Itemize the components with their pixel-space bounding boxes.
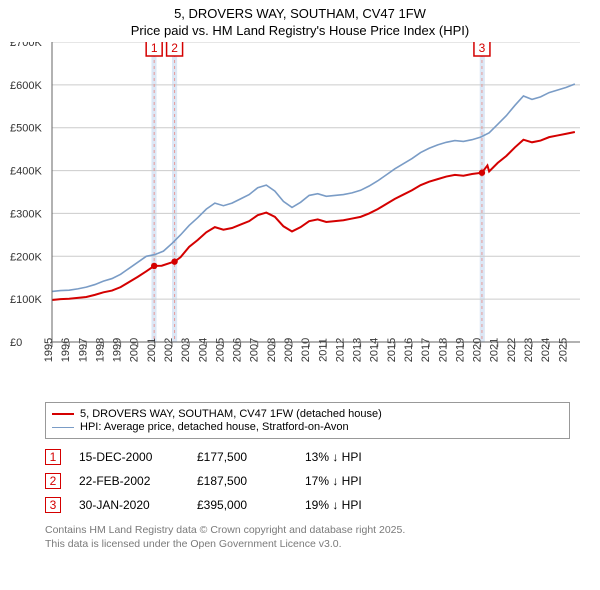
x-tick-label: 1995 [43,338,55,362]
x-tick-label: 2021 [489,338,501,362]
legend-row: HPI: Average price, detached house, Stra… [52,421,563,433]
x-tick-label: 1999 [112,338,124,362]
y-tick-label: £0 [10,337,22,349]
y-tick-label: £200K [10,251,42,263]
y-tick-label: £500K [10,123,42,135]
y-tick-label: £700K [10,42,42,49]
transactions-table: 1 15-DEC-2000 £177,500 13% ↓ HPI 2 22-FEB-200… [45,445,570,517]
title-line-2: Price paid vs. HM Land Registry's House … [10,23,590,38]
x-tick-label: 2003 [180,338,192,362]
license-line-2: This data is licensed under the Open Gov… [45,537,570,551]
x-tick-label: 2015 [386,338,398,362]
y-tick-label: £100K [10,294,42,306]
y-tick-label: £300K [10,208,42,220]
transaction-delta: 17% ↓ HPI [305,474,405,488]
x-tick-label: 2023 [523,338,535,362]
x-tick-label: 2009 [283,338,295,362]
transaction-row: 2 22-FEB-2002 £187,500 17% ↓ HPI [45,469,570,493]
transaction-marker: 1 [45,449,61,465]
series-dot [479,170,485,176]
marker-number: 1 [151,42,158,55]
legend-label: 5, DROVERS WAY, SOUTHAM, CV47 1FW (detac… [80,408,382,420]
title-line-1: 5, DROVERS WAY, SOUTHAM, CV47 1FW [10,6,590,21]
transaction-marker: 3 [45,497,61,513]
transaction-price: £187,500 [197,474,287,488]
transaction-date: 15-DEC-2000 [79,450,179,464]
x-tick-label: 2013 [352,338,364,362]
legend-swatch [52,413,74,415]
transaction-row: 1 15-DEC-2000 £177,500 13% ↓ HPI [45,445,570,469]
transaction-price: £177,500 [197,450,287,464]
x-tick-label: 2016 [403,338,415,362]
chart-title: 5, DROVERS WAY, SOUTHAM, CV47 1FW Price … [0,0,600,42]
x-tick-label: 2014 [369,338,381,362]
marker-number: 2 [171,42,178,55]
x-tick-label: 2000 [129,338,141,362]
legend-row: 5, DROVERS WAY, SOUTHAM, CV47 1FW (detac… [52,408,563,420]
x-tick-label: 2024 [540,338,552,362]
x-tick-label: 2007 [249,338,261,362]
legend: 5, DROVERS WAY, SOUTHAM, CV47 1FW (detac… [45,402,570,439]
legend-label: HPI: Average price, detached house, Stra… [80,421,349,433]
x-tick-label: 2020 [472,338,484,362]
x-tick-label: 1996 [60,338,72,362]
x-tick-label: 2008 [266,338,278,362]
x-tick-label: 1997 [77,338,89,362]
x-tick-label: 2002 [163,338,175,362]
transaction-date: 22-FEB-2002 [79,474,179,488]
transaction-marker: 2 [45,473,61,489]
license-text: Contains HM Land Registry data © Crown c… [45,523,570,551]
series-dot [171,258,177,264]
transaction-row: 3 30-JAN-2020 £395,000 19% ↓ HPI [45,493,570,517]
x-tick-label: 2010 [300,338,312,362]
x-tick-label: 2022 [506,338,518,362]
transaction-date: 30-JAN-2020 [79,498,179,512]
license-line-1: Contains HM Land Registry data © Crown c… [45,523,570,537]
chart-area: £0 £100K £200K £300K £400K £500K £600K £700K 199… [10,42,584,394]
transaction-delta: 13% ↓ HPI [305,450,405,464]
y-tick-label: £400K [10,166,42,178]
x-tick-label: 2012 [334,338,346,362]
transaction-delta: 19% ↓ HPI [305,498,405,512]
x-tick-label: 2006 [232,338,244,362]
x-tick-label: 2005 [214,338,226,362]
x-tick-label: 1998 [94,338,106,362]
chart-svg: £0 £100K £200K £300K £400K £500K £600K £700K 199… [10,42,584,394]
x-tick-label: 2004 [197,338,209,362]
marker-number: 3 [479,42,486,55]
x-tick-label: 2018 [437,338,449,362]
legend-swatch [52,427,74,428]
y-tick-label: £600K [10,80,42,92]
x-tick-label: 2017 [420,338,432,362]
transaction-price: £395,000 [197,498,287,512]
series-dot [151,263,157,269]
x-tick-label: 2025 [557,338,569,362]
x-tick-label: 2019 [454,338,466,362]
x-tick-label: 2001 [146,338,158,362]
